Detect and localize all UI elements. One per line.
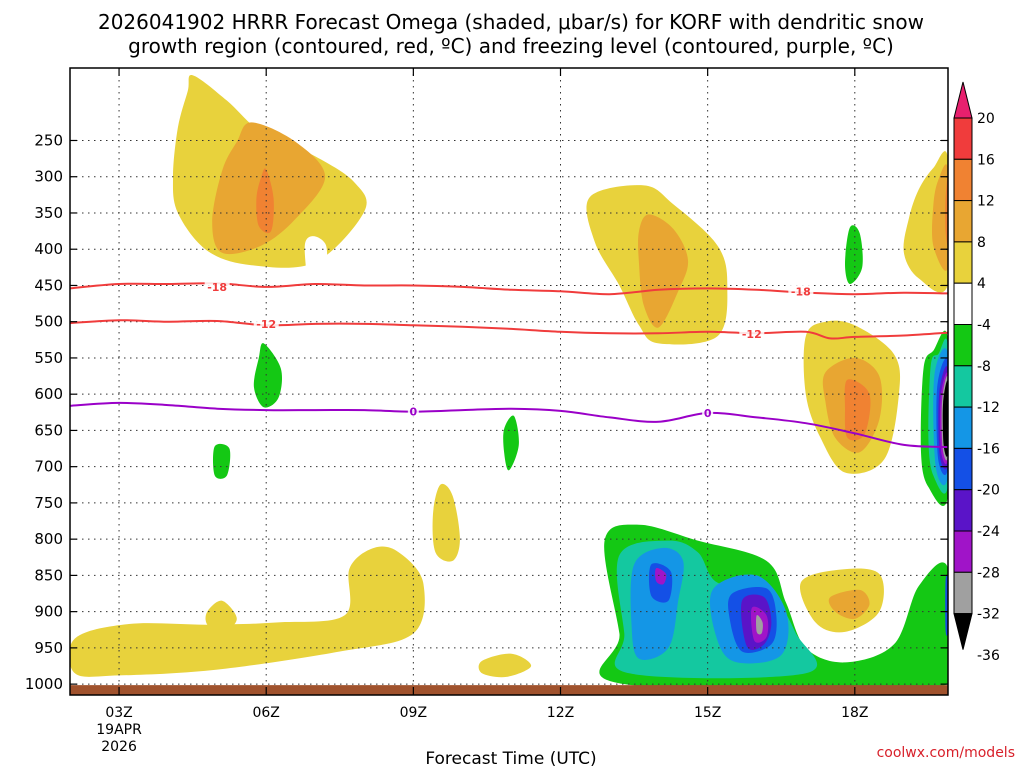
- omega-region-4: [638, 214, 689, 328]
- colorbar-swatch: [953, 530, 973, 573]
- contour-label-bg: [253, 316, 279, 331]
- contour-label-bg: [739, 327, 765, 342]
- colorbar-label: 8: [977, 235, 986, 251]
- y-tick-label: 600: [34, 385, 63, 403]
- y-tick-label: 700: [34, 458, 63, 476]
- y-tick-label: 350: [34, 204, 63, 222]
- colorbar-label: -24: [977, 524, 1000, 540]
- colorbar-swatch: [953, 241, 973, 284]
- colorbar-label: 16: [977, 152, 995, 168]
- terrain-ground-bar: [70, 685, 948, 695]
- y-tick-label: 950: [34, 639, 63, 657]
- colorbar-swatch: [953, 489, 973, 532]
- contour-label-bg: [204, 279, 230, 294]
- contour-line-freezing_0: [70, 401, 948, 449]
- colorbar-label: -8: [977, 359, 991, 375]
- x-tick-label: 18Z: [841, 705, 868, 721]
- contour-label: 0: [704, 407, 712, 420]
- x-tick-label: 09Z: [400, 705, 427, 721]
- omega-region-31: [756, 615, 763, 635]
- omega-region-47: [832, 100, 909, 171]
- source-credit: coolwx.com/models: [877, 745, 1015, 761]
- omega-region-17: [98, 123, 131, 234]
- colorbar-label: 20: [977, 111, 995, 127]
- omega-region-14: [478, 653, 532, 678]
- colorbar-swatch: [953, 117, 973, 160]
- y-tick-label: 450: [34, 276, 63, 294]
- colorbar-cap-bottom: [953, 613, 973, 650]
- omega-region-6: [931, 164, 948, 271]
- colorbar-swatch: [953, 406, 973, 449]
- grid-layer: [70, 68, 948, 685]
- contour-label-bg: [788, 284, 814, 299]
- omega-shading-layer: [70, 68, 948, 695]
- contour-layer: -18 -18 -12 -12 0 0: [70, 279, 948, 449]
- contour-label: -12: [256, 318, 276, 331]
- y-tick-label: 800: [34, 530, 63, 548]
- plot-frame: [69, 67, 949, 696]
- colorbar-label: -12: [977, 400, 1000, 416]
- colorbar-swatch: [953, 158, 973, 202]
- x-tick-label: 12Z: [547, 705, 574, 721]
- omega-region-49: [845, 225, 863, 285]
- omega-region-44: [575, 68, 748, 156]
- x-tick-label: 06Z: [252, 705, 279, 721]
- omega-region-2: [256, 168, 274, 234]
- colorbar-swatch: [953, 324, 973, 367]
- chart-title-line-1: 2026041902 HRRR Forecast Omega (shaded, …: [98, 10, 924, 34]
- contour-label: 0: [410, 406, 418, 419]
- colorbar-label: 12: [977, 194, 995, 210]
- omega-region-20: [213, 443, 231, 479]
- y-tick-label: 300: [34, 168, 63, 186]
- colorbar-label: -20: [977, 483, 1000, 499]
- omega-region-13: [205, 600, 237, 634]
- contour-label: -12: [742, 328, 762, 341]
- contour-label: -18: [207, 281, 227, 294]
- y-tick-label: 650: [34, 421, 63, 439]
- y-tick-label: 550: [34, 349, 63, 367]
- x-tick-date: 19APR: [96, 722, 142, 738]
- omega-region-21: [462, 362, 948, 695]
- colorbar-label: -32: [977, 607, 1000, 623]
- contour-label-bg: [407, 404, 419, 419]
- colorbar-swatch: [953, 200, 973, 243]
- colorbar-swatch: [953, 282, 973, 326]
- omega-region-12: [432, 483, 460, 562]
- x-tick-label: 03Z: [105, 705, 132, 721]
- y-tick-label: 850: [34, 566, 63, 584]
- omega-region-22: [503, 415, 519, 471]
- colorbar-swatch: [953, 571, 973, 615]
- omega-region-46: [548, 221, 559, 343]
- colorbar-label: -4: [977, 318, 991, 334]
- omega-region-32: [655, 567, 667, 585]
- x-axis-label: Forecast Time (UTC): [425, 749, 596, 768]
- y-axis-ticks: 250 300 350 400 450 500 550 600 650 700 750 800 850 9…: [25, 131, 948, 693]
- contour-label: -18: [791, 285, 811, 298]
- x-tick-label: 15Z: [694, 705, 721, 721]
- colorbar-label: -16: [977, 441, 1000, 457]
- chart-title-line-2: growth region (contoured, red, ºC) and f…: [128, 34, 894, 58]
- y-tick-label: 750: [34, 494, 63, 512]
- y-tick-label: 900: [34, 603, 63, 621]
- colorbar-label: -28: [977, 565, 1000, 581]
- colorbar-swatch: [953, 365, 973, 408]
- y-tick-label: 500: [34, 313, 63, 331]
- contour-label-bg: [702, 406, 714, 421]
- omega-region-19: [253, 343, 283, 408]
- colorbar-label: 4: [977, 276, 986, 292]
- x-tick-year: 2026: [101, 739, 137, 755]
- y-tick-label: 250: [34, 131, 63, 149]
- y-tick-label: 1000: [25, 675, 63, 693]
- omega-region-42: [942, 380, 948, 457]
- contour-line-dendritic_minus12: [70, 319, 948, 340]
- omega-region-43: [803, 510, 821, 532]
- y-tick-label: 400: [34, 240, 63, 258]
- omega-region-11: [70, 546, 425, 677]
- omega-region-45: [573, 98, 589, 136]
- colorbar-swatch: [953, 447, 973, 491]
- colorbar-legend: 20 16 12 8 4 -4 -8 -12 -16 -20 -24 -28 -32 -36: [953, 81, 1000, 664]
- colorbar-label: -36: [977, 648, 1000, 664]
